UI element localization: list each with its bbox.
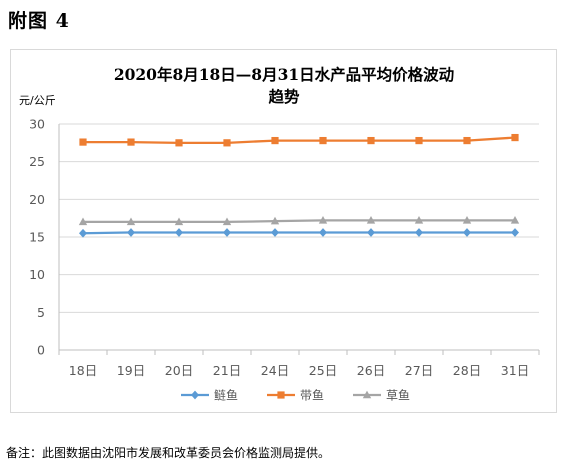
- legend-marker: [362, 390, 372, 399]
- y-tick-labels: 0 5 10 15 20 25 30: [29, 117, 45, 358]
- legend-item: 草鱼: [353, 389, 410, 403]
- data-point: [223, 139, 231, 147]
- x-tick-label: 20日: [165, 363, 193, 378]
- data-point: [127, 138, 135, 146]
- series-group: [79, 228, 519, 238]
- y-axis-unit-label: 元/公斤: [19, 94, 56, 107]
- data-point: [271, 136, 279, 145]
- y-tick-label: 20: [29, 192, 45, 207]
- data-point: [511, 228, 519, 237]
- data-point: [510, 216, 520, 224]
- data-point: [415, 136, 423, 145]
- y-tick-label: 10: [29, 267, 45, 282]
- y-axis-unit: 元/公斤: [19, 94, 56, 107]
- data-point: [367, 228, 375, 237]
- data-point: [415, 228, 423, 237]
- y-tick-label: 0: [37, 343, 45, 358]
- data-point: [462, 216, 472, 224]
- data-point: [319, 228, 327, 237]
- data-point: [463, 228, 471, 237]
- legend-label: 鲢鱼: [214, 388, 238, 403]
- series-group: [78, 216, 520, 226]
- legend-label: 草鱼: [386, 389, 410, 403]
- data-point: [175, 139, 183, 147]
- data-point: [367, 136, 375, 145]
- legend-marker: [277, 391, 285, 399]
- chart-title-line: 2020年8月18日—8月31日水产品平均价格波动: [114, 65, 454, 84]
- x-tick-label: 18日: [69, 363, 97, 378]
- chart-title-line: 趋势: [268, 87, 300, 106]
- data-point: [79, 138, 87, 146]
- x-tick-label: 19日: [117, 363, 145, 378]
- legend-item: 带鱼: [267, 389, 324, 403]
- series-line: [81, 219, 517, 224]
- y-tick-label: 15: [29, 230, 45, 245]
- data-point: [175, 228, 183, 237]
- figure-label: 附图 4: [8, 10, 70, 32]
- x-tick-label: 28日: [453, 363, 481, 378]
- y-tick-label: 5: [37, 305, 45, 320]
- x-tick-label: 26日: [357, 363, 385, 378]
- x-tick-labels: 18日 19日 20日 21日 24日 25日 26日 27日 28日 31日: [69, 363, 529, 378]
- x-tick-label: 21日: [213, 363, 241, 378]
- data-point: [270, 216, 280, 225]
- gridlines: [59, 123, 539, 313]
- chart-frame: 2020年8月18日—8月31日水产品平均价格波动 趋势 元/公斤 0 5 10 15 2…: [10, 49, 557, 413]
- data-point: [174, 217, 184, 226]
- x-tick-label: 25日: [309, 363, 337, 378]
- legend-marker: [191, 390, 199, 400]
- y-tick-label: 25: [29, 154, 45, 169]
- y-tick-label: 30: [29, 117, 45, 132]
- footnote: 备注：此图数据由沈阳市发展和改革委员会价格监测局提供。: [6, 446, 331, 460]
- data-point: [79, 228, 87, 238]
- data-point: [319, 136, 327, 145]
- data-point: [127, 228, 135, 237]
- data-point: [222, 217, 232, 226]
- data-point: [223, 228, 231, 237]
- x-tick-label: 27日: [405, 363, 433, 378]
- series-line: [81, 231, 517, 235]
- x-tick-label: 31日: [501, 363, 529, 378]
- data-point: [511, 133, 519, 142]
- data-point: [463, 136, 471, 145]
- data-point: [366, 216, 376, 224]
- series: [78, 133, 520, 238]
- data-point: [126, 217, 136, 226]
- legend: 鲢鱼 带鱼 草鱼: [181, 388, 410, 403]
- x-tick-label: 24日: [261, 363, 289, 378]
- data-point: [78, 217, 88, 226]
- data-point: [414, 216, 424, 224]
- data-point: [271, 228, 279, 237]
- series-group: [79, 133, 519, 147]
- series-line: [81, 136, 517, 144]
- legend-item: 鲢鱼: [181, 388, 238, 403]
- legend-label: 带鱼: [300, 389, 324, 403]
- axes: [58, 124, 540, 355]
- data-point: [318, 216, 328, 224]
